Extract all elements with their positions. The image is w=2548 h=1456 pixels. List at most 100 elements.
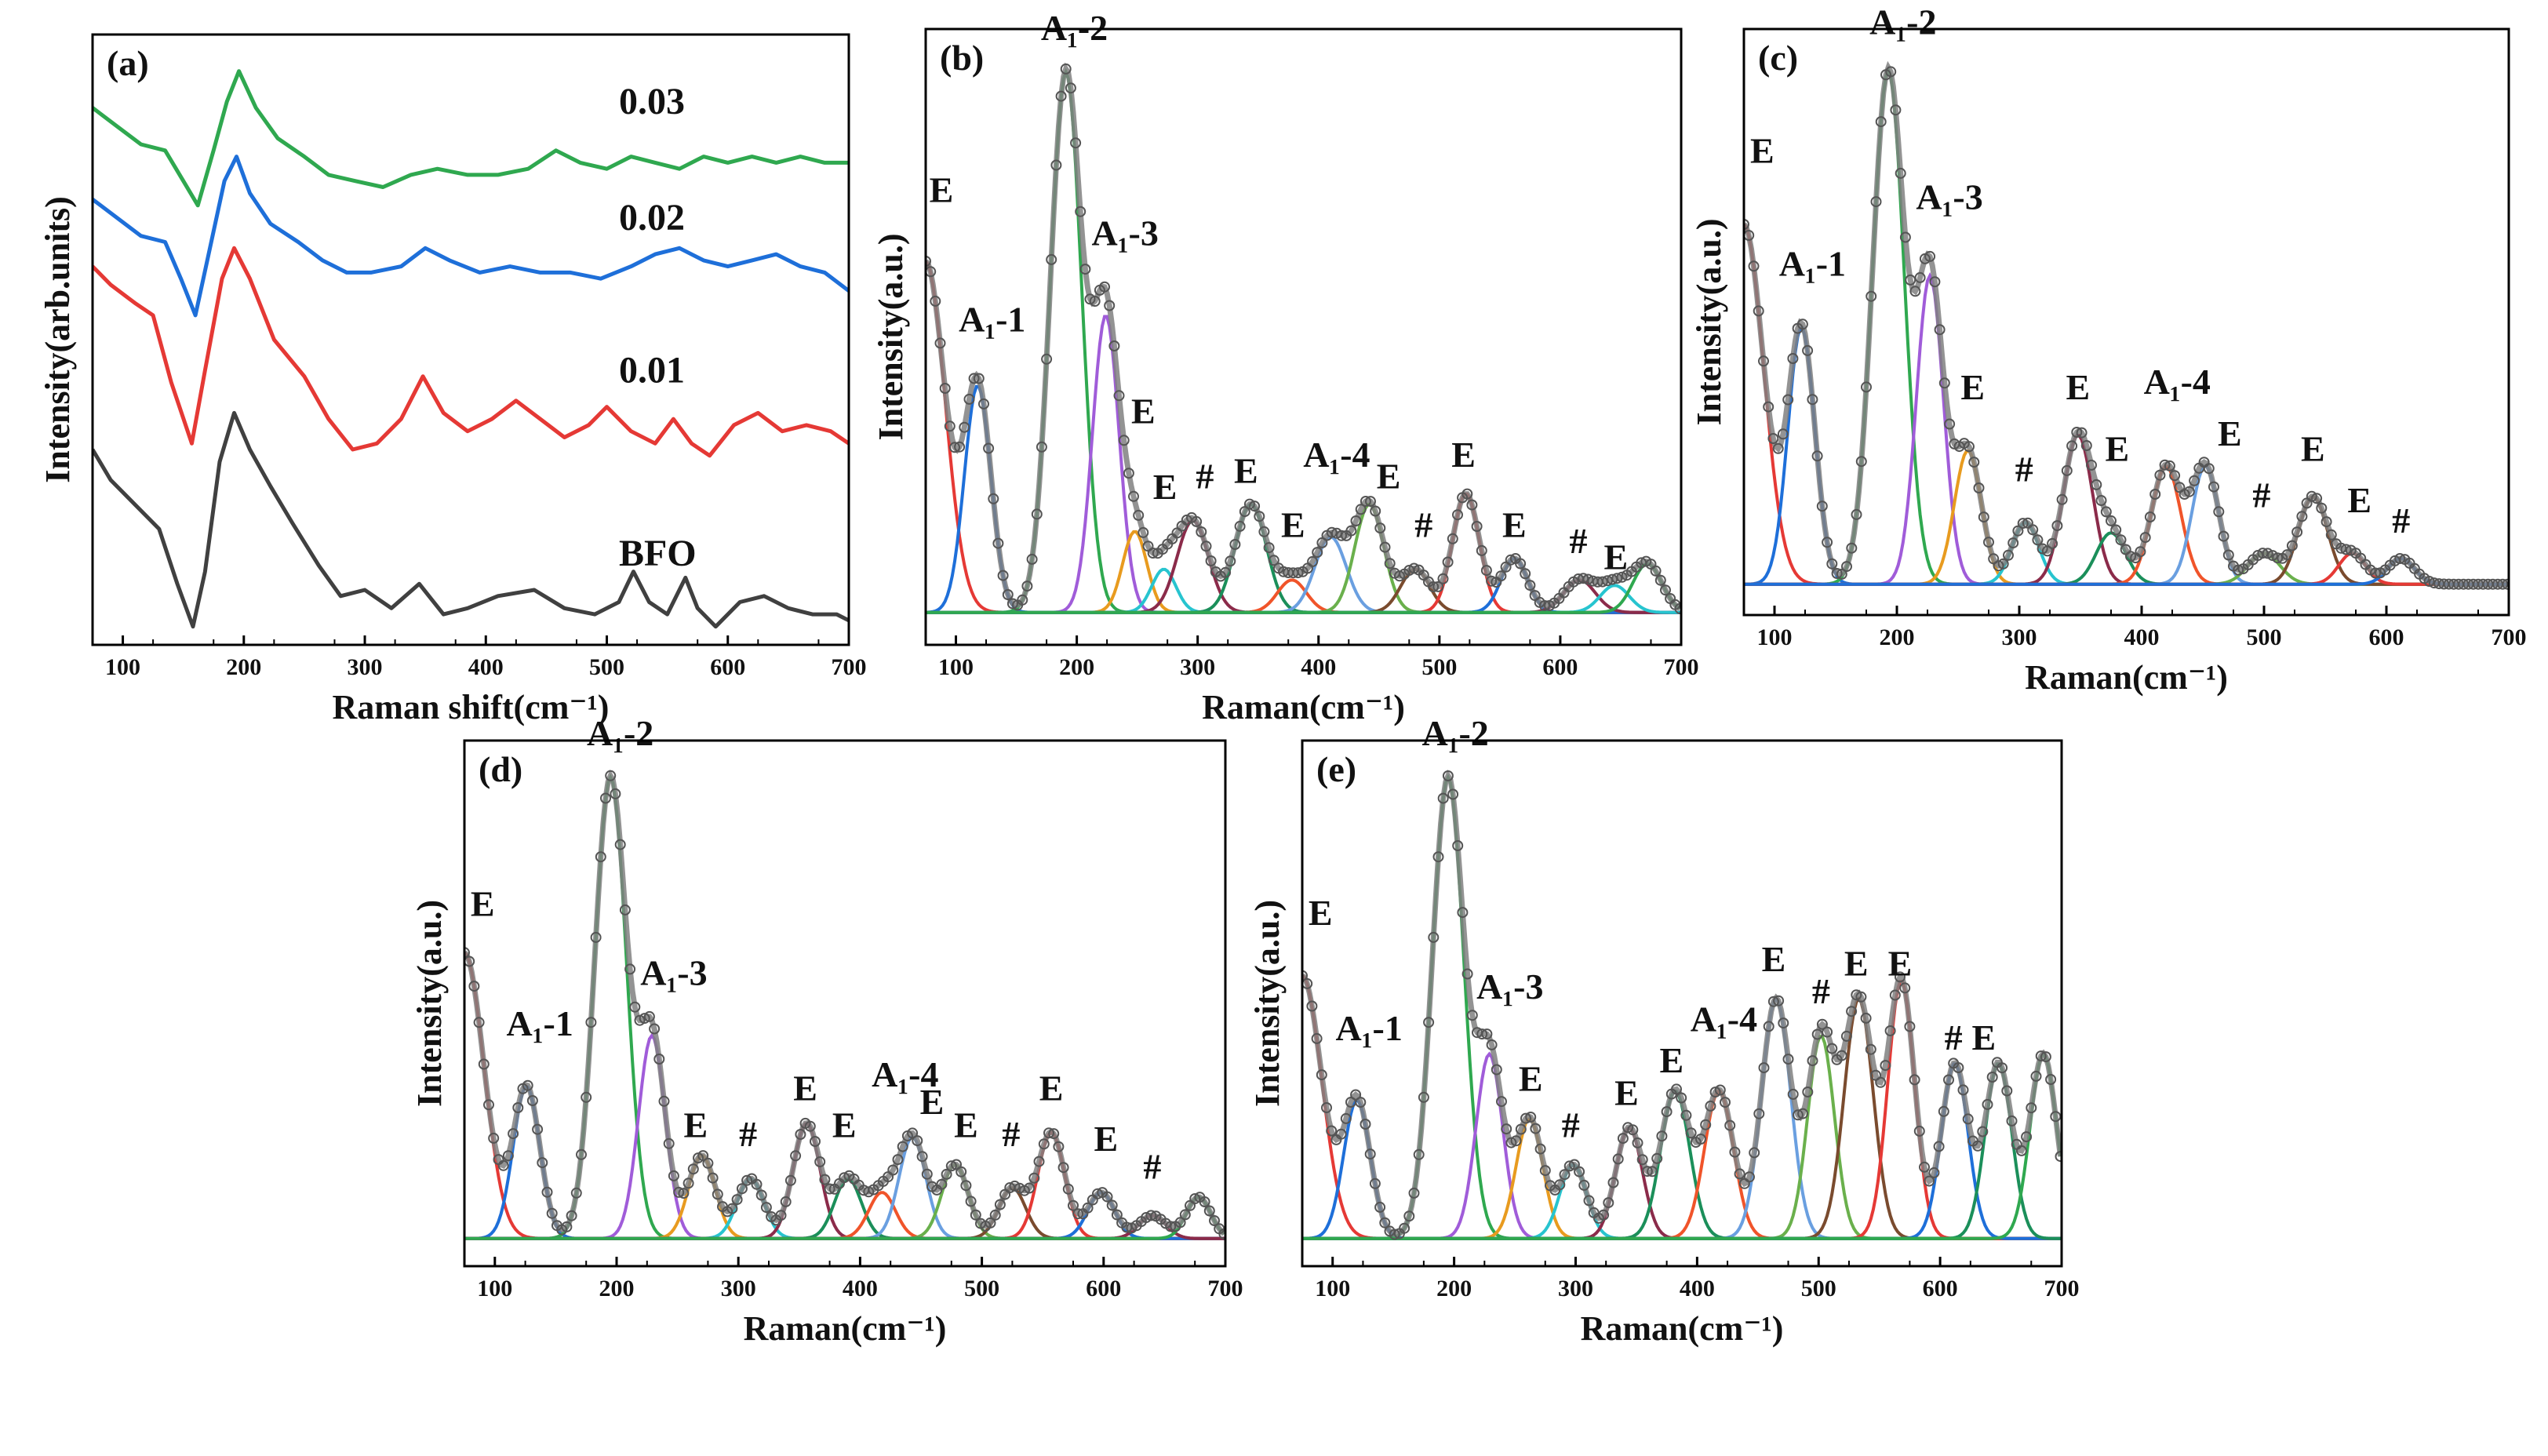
data-point <box>532 1123 544 1135</box>
data-point <box>1749 1147 1760 1159</box>
data-point <box>2106 515 2117 526</box>
data-point <box>561 1221 573 1232</box>
data-point <box>1060 63 1072 75</box>
data-point <box>1399 1222 1410 1234</box>
data-point <box>1111 1209 1123 1221</box>
data-point <box>2110 524 2122 536</box>
data-point <box>1836 568 1847 580</box>
data-point <box>1524 580 1536 592</box>
data-point <box>1082 1202 1094 1214</box>
data-point <box>1476 1028 1488 1040</box>
x-tick-label: 500 <box>964 1276 999 1301</box>
data-point <box>1113 390 1125 402</box>
peak-annotation: E <box>2066 367 2091 407</box>
peak-annotation: E <box>1659 1040 1684 1080</box>
data-point <box>2233 564 2244 576</box>
data-point <box>1101 1191 1113 1203</box>
data-point <box>2050 1111 2062 1123</box>
peak-annotation: E <box>1603 537 1628 577</box>
data-point <box>751 1178 763 1190</box>
peak-annotation: A₁-2 <box>1869 2 1936 42</box>
data-point <box>1598 1209 1610 1221</box>
data-point <box>1515 1123 1527 1135</box>
data-point <box>775 1210 787 1221</box>
data-point <box>1574 1166 1585 1178</box>
peak-annotation: E <box>793 1068 817 1108</box>
data-point <box>1983 537 1994 548</box>
data-point <box>1870 196 1882 208</box>
data-point <box>2335 542 2347 554</box>
peak-annotation: A₁-2 <box>587 713 653 753</box>
data-point <box>1865 1043 1876 1055</box>
peak-annotation: # <box>739 1114 757 1154</box>
data-point <box>1384 558 1396 570</box>
data-point <box>1486 1039 1498 1050</box>
data-point <box>1179 1209 1191 1221</box>
series-label: 0.01 <box>619 349 685 391</box>
data-point <box>1340 1112 1352 1124</box>
panel-label: (c) <box>1758 38 1798 78</box>
plot-area <box>1744 60 2509 590</box>
data-point <box>1866 290 1877 302</box>
data-point <box>2183 486 2195 497</box>
data-point <box>1496 1096 1507 1108</box>
x-tick-label: 300 <box>721 1276 756 1301</box>
data-point <box>949 442 960 453</box>
data-point <box>1418 1091 1429 1103</box>
data-point <box>1057 1162 1069 1174</box>
data-point <box>1024 1182 1036 1194</box>
data-point <box>1229 539 1241 550</box>
data-point <box>1006 598 1018 610</box>
data-point <box>2281 549 2293 561</box>
data-point <box>2091 479 2102 490</box>
data-point <box>1370 505 1381 517</box>
panel-label: (b) <box>940 38 984 78</box>
data-point <box>1041 353 1053 365</box>
data-point <box>1826 558 1838 570</box>
data-point <box>1748 260 1760 272</box>
series-label: 0.02 <box>619 197 685 238</box>
data-point <box>1432 581 1444 592</box>
plot-frame <box>1301 739 2063 1268</box>
data-point <box>2394 553 2406 564</box>
data-point <box>512 1102 524 1113</box>
data-point <box>1263 542 1275 554</box>
data-point <box>1964 441 1975 453</box>
data-point <box>1909 1074 1920 1086</box>
data-point <box>954 441 966 453</box>
peak-annotation: # <box>2015 450 2033 490</box>
data-point <box>488 1132 500 1144</box>
peak-annotation: E <box>1750 130 1774 170</box>
data-point <box>2003 549 2014 561</box>
data-point <box>2306 490 2317 502</box>
data-point <box>663 1138 675 1149</box>
data-point <box>939 383 951 394</box>
data-point <box>1997 1062 2008 1074</box>
data-point <box>1243 498 1255 510</box>
x-tick-label: 300 <box>2002 624 2037 650</box>
data-point <box>2370 567 2381 579</box>
data-point <box>1394 570 1405 582</box>
peak-annotation: E <box>1762 939 1786 979</box>
data-point <box>1895 167 1906 179</box>
data-point <box>755 1189 767 1201</box>
data-point <box>992 537 1004 549</box>
x-tick-label: 300 <box>348 654 383 680</box>
data-point <box>610 788 621 799</box>
data-point <box>887 1164 899 1176</box>
data-point <box>2012 525 2024 537</box>
x-tick-label: 500 <box>1421 654 1457 680</box>
y-axis-label: Intensity(arb.units) <box>38 196 77 483</box>
data-point <box>1092 1188 1103 1199</box>
data-point <box>1905 274 1916 286</box>
data-point <box>2149 489 2161 500</box>
data-point <box>1968 457 1980 468</box>
chart-panel-a: 0.03 0.02 0.01 BFO 100 200 300 400 500 600 700 (a) R… <box>38 33 867 726</box>
data-point <box>1982 1098 1993 1110</box>
data-point <box>1596 576 1608 588</box>
data-point <box>1744 1171 1755 1183</box>
data-point <box>1321 1102 1332 1113</box>
peak-annotation: E <box>1502 504 1527 544</box>
peak-annotation: A₁-1 <box>1336 1008 1403 1048</box>
x-axis-label: Raman(cm⁻¹) <box>1581 1309 1784 1348</box>
